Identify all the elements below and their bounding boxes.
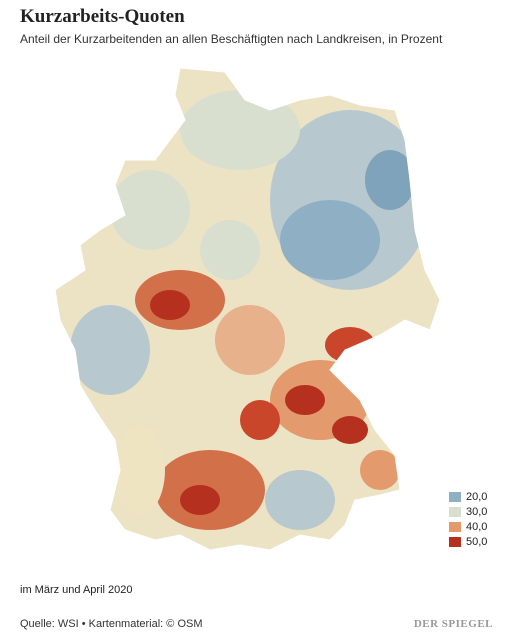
legend-label: 50,0 (466, 536, 487, 548)
legend-swatch (449, 492, 461, 502)
map: 20,0 30,0 40,0 50,0 (54, 67, 487, 551)
legend-label: 20,0 (466, 491, 487, 503)
legend-swatch (449, 522, 461, 532)
districts (55, 68, 440, 550)
brand: DER SPIEGEL (413, 618, 493, 630)
legend: 20,0 30,0 40,0 50,0 (449, 491, 487, 548)
legend-label: 30,0 (466, 506, 487, 518)
source: Quelle: WSI • Kartenmaterial: © OSM (20, 618, 203, 630)
legend-swatch (449, 507, 461, 517)
subtitle: Anteil der Kurzarbeitenden an allen Besc… (20, 32, 443, 46)
legend-swatch (449, 537, 461, 547)
legend-label: 40,0 (466, 521, 487, 533)
note: im März und April 2020 (20, 584, 133, 596)
title: Kurzarbeits-Quoten (20, 6, 185, 27)
